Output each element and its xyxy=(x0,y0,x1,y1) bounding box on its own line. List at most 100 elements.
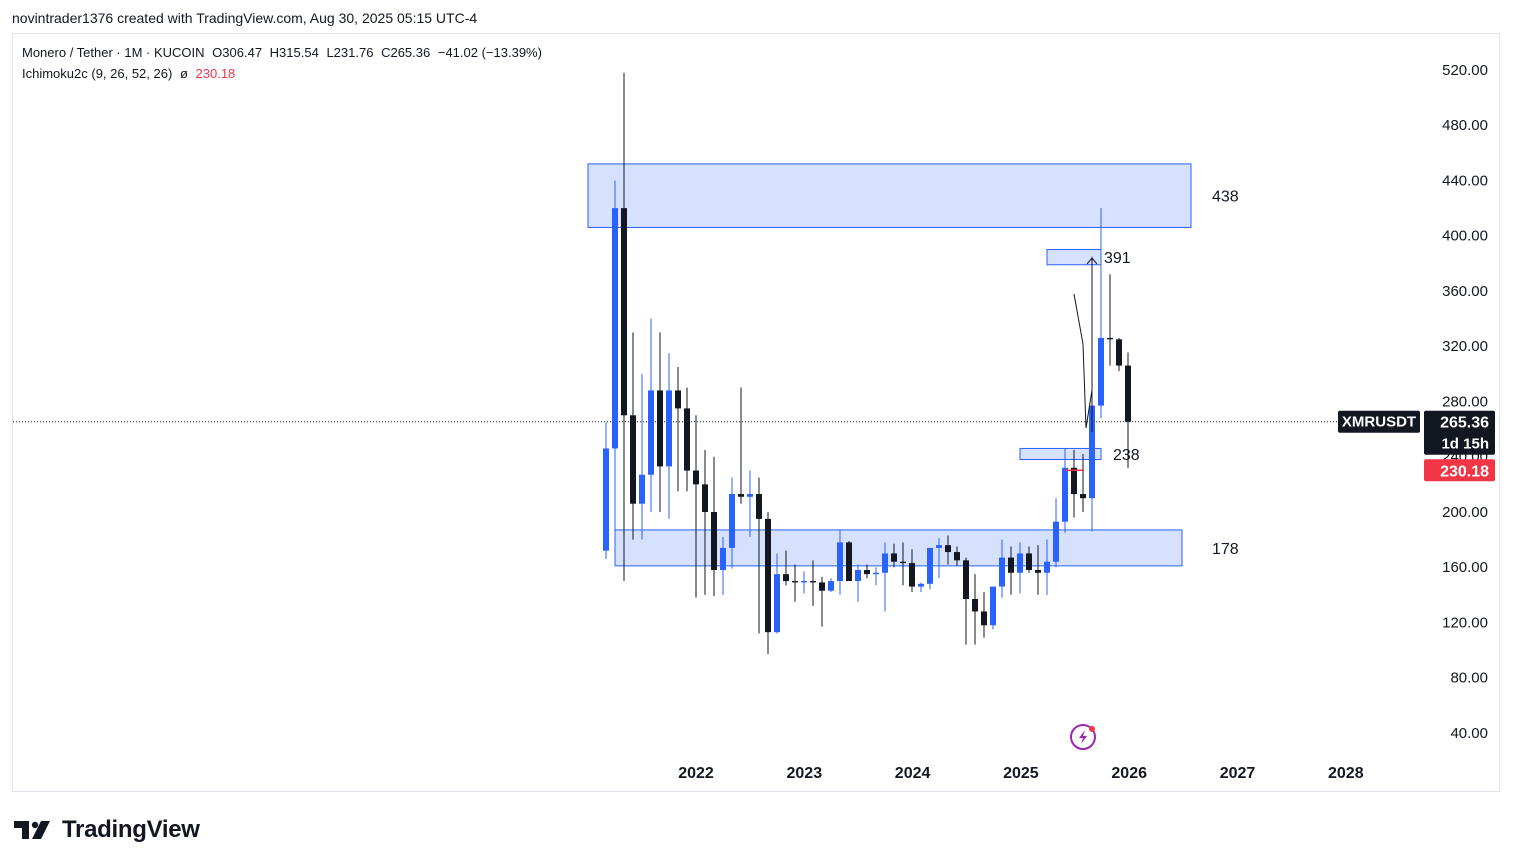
candle[interactable] xyxy=(1098,208,1104,419)
symbol-name[interactable]: Monero / Tether · 1M · KUCOIN xyxy=(22,45,205,60)
zone-rect[interactable] xyxy=(1019,447,1102,461)
candle[interactable] xyxy=(828,578,834,593)
candle-body xyxy=(999,557,1005,587)
candle[interactable] xyxy=(693,415,699,598)
indicator-legend[interactable]: Ichimoku2c (9, 26, 52, 26) ø 230.18 xyxy=(22,66,239,81)
tradingview-logo[interactable]: TradingView xyxy=(14,816,200,844)
candle-body xyxy=(1053,521,1059,562)
candle[interactable] xyxy=(657,332,663,512)
candle-body xyxy=(1080,494,1086,499)
zone-rect[interactable] xyxy=(1046,249,1102,266)
candle-body xyxy=(711,511,717,571)
candle[interactable] xyxy=(648,318,654,512)
candle[interactable] xyxy=(873,567,879,586)
candle[interactable] xyxy=(792,564,798,602)
chart-frame[interactable] xyxy=(12,33,1500,792)
candle[interactable] xyxy=(882,542,888,612)
x-tick-label: 2022 xyxy=(678,765,714,782)
candle[interactable] xyxy=(909,549,915,593)
zone-rect[interactable] xyxy=(587,163,1192,228)
candle[interactable] xyxy=(855,564,861,602)
candle-body xyxy=(1026,553,1032,571)
candle[interactable] xyxy=(900,542,906,586)
x-tick-label: 2027 xyxy=(1220,765,1256,782)
x-tick-label: 2025 xyxy=(1003,765,1039,782)
candle-body xyxy=(927,547,933,584)
candle[interactable] xyxy=(774,553,780,634)
candle[interactable] xyxy=(1080,453,1086,512)
candle[interactable] xyxy=(1026,546,1032,573)
candle[interactable] xyxy=(747,470,753,537)
projection-path[interactable] xyxy=(1073,293,1093,429)
candle[interactable] xyxy=(621,72,627,582)
candle[interactable] xyxy=(810,560,816,606)
candle-body xyxy=(774,574,780,633)
candle[interactable] xyxy=(675,366,681,492)
close-value: C265.36 xyxy=(381,45,431,60)
price-labels-layer: XMRUSDT 265.36 1d 15h 230.18 xyxy=(1338,410,1495,482)
symbol-legend[interactable]: Monero / Tether · 1M · KUCOIN O306.47 H3… xyxy=(22,45,546,60)
candle[interactable] xyxy=(1125,352,1131,469)
candle[interactable] xyxy=(639,373,645,540)
candle[interactable] xyxy=(981,592,987,638)
candle[interactable] xyxy=(819,576,825,627)
candle-body xyxy=(882,553,888,573)
low-value: L231.76 xyxy=(326,45,374,60)
candle[interactable] xyxy=(891,543,897,568)
candle[interactable] xyxy=(612,180,618,537)
candle[interactable] xyxy=(720,536,726,595)
y-tick-label: 120.00 xyxy=(1442,614,1488,631)
candle-body xyxy=(675,390,681,409)
candle[interactable] xyxy=(630,332,636,540)
candle[interactable] xyxy=(1062,448,1068,533)
candle[interactable] xyxy=(837,529,843,595)
candle[interactable] xyxy=(990,586,996,630)
candle[interactable] xyxy=(1107,274,1113,366)
candle-body xyxy=(720,547,726,571)
candle[interactable] xyxy=(1044,539,1050,595)
candle[interactable] xyxy=(846,540,852,582)
candle[interactable] xyxy=(1017,542,1023,594)
high-value: H315.54 xyxy=(269,45,319,60)
candle[interactable] xyxy=(864,564,870,579)
zone-rect[interactable] xyxy=(614,529,1183,567)
candle[interactable] xyxy=(963,557,969,645)
candle[interactable] xyxy=(603,422,609,559)
price-axis: 40.0080.00120.00160.00200.00240.00280.00… xyxy=(1442,62,1488,742)
zone-label: 391 xyxy=(1104,250,1131,267)
candle[interactable] xyxy=(936,538,942,579)
candle[interactable] xyxy=(765,511,771,655)
candle[interactable] xyxy=(666,353,672,519)
candle[interactable] xyxy=(1116,337,1122,372)
candle-body xyxy=(1107,337,1113,340)
candle[interactable] xyxy=(1071,449,1077,518)
candle[interactable] xyxy=(1053,498,1059,568)
candle[interactable] xyxy=(756,477,762,634)
candle[interactable] xyxy=(927,547,933,590)
flash-icon[interactable] xyxy=(1070,724,1096,750)
candle[interactable] xyxy=(801,571,807,594)
candle[interactable] xyxy=(702,449,708,595)
candle[interactable] xyxy=(783,550,789,586)
candle-body xyxy=(603,448,609,551)
candle[interactable] xyxy=(918,582,924,593)
candle[interactable] xyxy=(711,456,717,597)
candle[interactable] xyxy=(945,535,951,565)
candle[interactable] xyxy=(738,387,744,504)
candle[interactable] xyxy=(954,546,960,566)
indicator-price-label-bg xyxy=(1424,459,1495,482)
candle-body xyxy=(846,542,852,582)
candle[interactable] xyxy=(1035,545,1041,595)
candle-body xyxy=(783,574,789,582)
candle[interactable] xyxy=(1008,546,1014,595)
candle[interactable] xyxy=(729,477,735,569)
candle[interactable] xyxy=(684,387,690,492)
indicator-price-label: 230.18 xyxy=(1440,463,1489,480)
candle[interactable] xyxy=(999,539,1005,598)
candle-body xyxy=(954,552,960,561)
y-tick-label: 440.00 xyxy=(1442,172,1488,189)
candle[interactable] xyxy=(972,574,978,645)
indicator-name[interactable]: Ichimoku2c (9, 26, 52, 26) xyxy=(22,66,173,81)
candle-body xyxy=(837,542,843,582)
